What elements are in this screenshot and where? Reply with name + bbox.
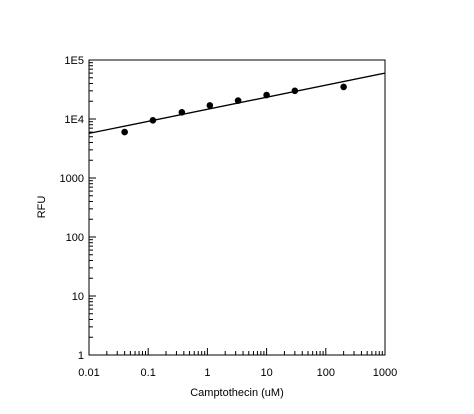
data-point bbox=[178, 108, 186, 116]
data-point bbox=[149, 117, 157, 124]
data-point bbox=[121, 128, 128, 136]
y-axis-ticks: 1 10 100 1000 1E4 1E5 bbox=[60, 55, 96, 362]
x-tick-label: 1000 bbox=[373, 367, 397, 379]
y-tick-label: 1000 bbox=[60, 173, 84, 185]
y-tick-label: 10 bbox=[72, 291, 84, 303]
data-points bbox=[121, 83, 347, 136]
y-tick-label: 100 bbox=[66, 232, 84, 244]
data-point bbox=[340, 83, 347, 91]
x-axis-ticks: 0.01 0.1 1 10 100 1000 bbox=[78, 348, 397, 379]
y-tick-label: 1E5 bbox=[64, 55, 84, 67]
y-axis-label: RFU bbox=[36, 196, 48, 219]
data-point bbox=[291, 87, 299, 95]
x-tick-label: 0.01 bbox=[78, 367, 99, 379]
data-point bbox=[263, 91, 270, 99]
plot-area bbox=[88, 59, 386, 356]
x-tick-label: 100 bbox=[317, 367, 335, 379]
y-tick-label: 1 bbox=[78, 350, 84, 362]
x-tick-label: 0.1 bbox=[141, 367, 156, 379]
x-tick-label: 1 bbox=[204, 367, 210, 379]
y-tick-label: 1E4 bbox=[64, 114, 84, 126]
data-point bbox=[234, 97, 242, 104]
data-point bbox=[206, 102, 214, 109]
x-axis-label: Camptothecin (uM) bbox=[190, 387, 284, 399]
x-tick-label: 10 bbox=[260, 367, 272, 379]
